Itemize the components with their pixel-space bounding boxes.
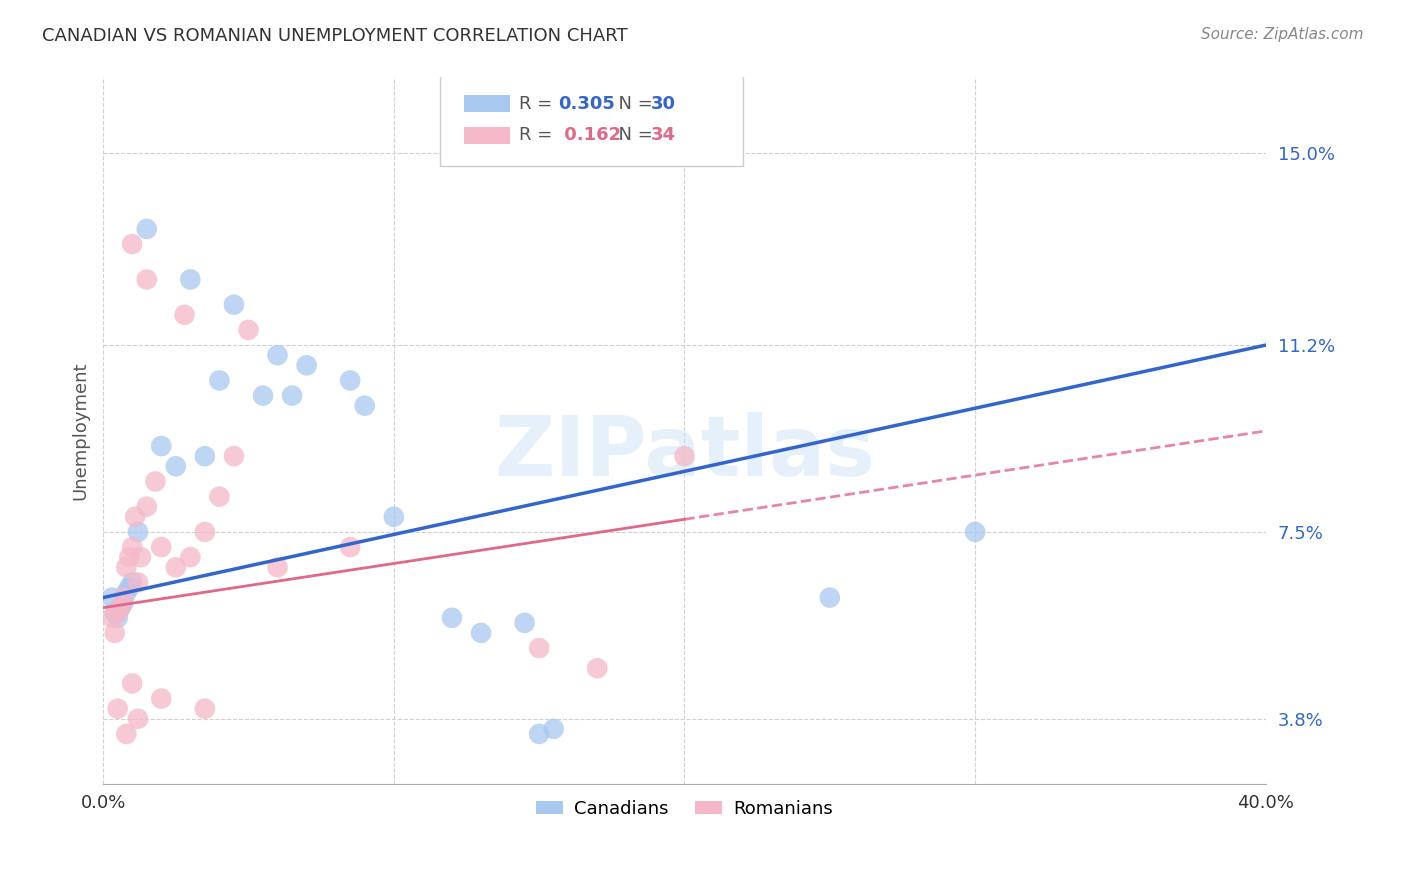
Point bbox=[121, 676, 143, 690]
Point bbox=[440, 611, 463, 625]
FancyBboxPatch shape bbox=[440, 74, 742, 166]
Point bbox=[150, 439, 173, 453]
Point bbox=[266, 348, 288, 362]
Point bbox=[179, 272, 201, 286]
Point bbox=[382, 509, 405, 524]
Text: R =: R = bbox=[519, 95, 558, 112]
Point bbox=[107, 701, 129, 715]
Point bbox=[124, 509, 146, 524]
Point bbox=[222, 298, 245, 312]
Point bbox=[121, 575, 143, 590]
Point bbox=[818, 591, 841, 605]
Point bbox=[115, 560, 138, 574]
Y-axis label: Unemployment: Unemployment bbox=[72, 361, 89, 500]
Text: 0.162: 0.162 bbox=[558, 127, 621, 145]
Point bbox=[527, 727, 550, 741]
Text: N =: N = bbox=[606, 127, 658, 145]
Point bbox=[179, 550, 201, 565]
Point bbox=[339, 373, 361, 387]
Point bbox=[135, 222, 157, 236]
Point bbox=[208, 373, 231, 387]
Point bbox=[115, 585, 138, 599]
Text: 30: 30 bbox=[651, 95, 676, 112]
Point bbox=[150, 691, 173, 706]
Point bbox=[129, 550, 152, 565]
Point bbox=[252, 388, 274, 402]
Point bbox=[965, 524, 987, 539]
Point bbox=[104, 606, 127, 620]
Point bbox=[127, 524, 149, 539]
Point bbox=[118, 581, 141, 595]
Point bbox=[115, 727, 138, 741]
Text: 34: 34 bbox=[651, 127, 676, 145]
Text: ZIPatlas: ZIPatlas bbox=[494, 411, 875, 492]
Legend: Canadians, Romanians: Canadians, Romanians bbox=[529, 792, 841, 825]
Point bbox=[281, 388, 304, 402]
Point bbox=[135, 272, 157, 286]
Point bbox=[145, 475, 167, 489]
Point bbox=[104, 626, 127, 640]
Point bbox=[101, 591, 124, 605]
Point bbox=[173, 308, 195, 322]
Point bbox=[673, 449, 696, 463]
Point bbox=[513, 615, 536, 630]
Point bbox=[121, 237, 143, 252]
Point bbox=[470, 626, 492, 640]
Point bbox=[112, 596, 135, 610]
Point bbox=[110, 600, 132, 615]
Text: 0.305: 0.305 bbox=[558, 95, 614, 112]
Point bbox=[194, 701, 217, 715]
FancyBboxPatch shape bbox=[464, 95, 510, 112]
Point bbox=[118, 550, 141, 565]
Text: N =: N = bbox=[606, 95, 658, 112]
Point bbox=[127, 712, 149, 726]
Point bbox=[110, 600, 132, 615]
Point bbox=[238, 323, 260, 337]
Point bbox=[266, 560, 288, 574]
Text: R =: R = bbox=[519, 127, 558, 145]
Point bbox=[107, 606, 129, 620]
Point bbox=[586, 661, 609, 675]
Point bbox=[165, 560, 187, 574]
Point bbox=[527, 641, 550, 656]
Point bbox=[112, 591, 135, 605]
Point bbox=[194, 449, 217, 463]
FancyBboxPatch shape bbox=[464, 127, 510, 144]
Point bbox=[165, 459, 187, 474]
Point bbox=[353, 399, 375, 413]
Point bbox=[107, 611, 129, 625]
Point bbox=[339, 540, 361, 554]
Point bbox=[208, 490, 231, 504]
Text: Source: ZipAtlas.com: Source: ZipAtlas.com bbox=[1201, 27, 1364, 42]
Point bbox=[295, 359, 318, 373]
Point bbox=[222, 449, 245, 463]
Text: CANADIAN VS ROMANIAN UNEMPLOYMENT CORRELATION CHART: CANADIAN VS ROMANIAN UNEMPLOYMENT CORREL… bbox=[42, 27, 628, 45]
Point bbox=[543, 722, 565, 736]
Point bbox=[101, 611, 124, 625]
Point bbox=[127, 575, 149, 590]
Point bbox=[135, 500, 157, 514]
Point bbox=[121, 540, 143, 554]
Point bbox=[194, 524, 217, 539]
Point bbox=[150, 540, 173, 554]
